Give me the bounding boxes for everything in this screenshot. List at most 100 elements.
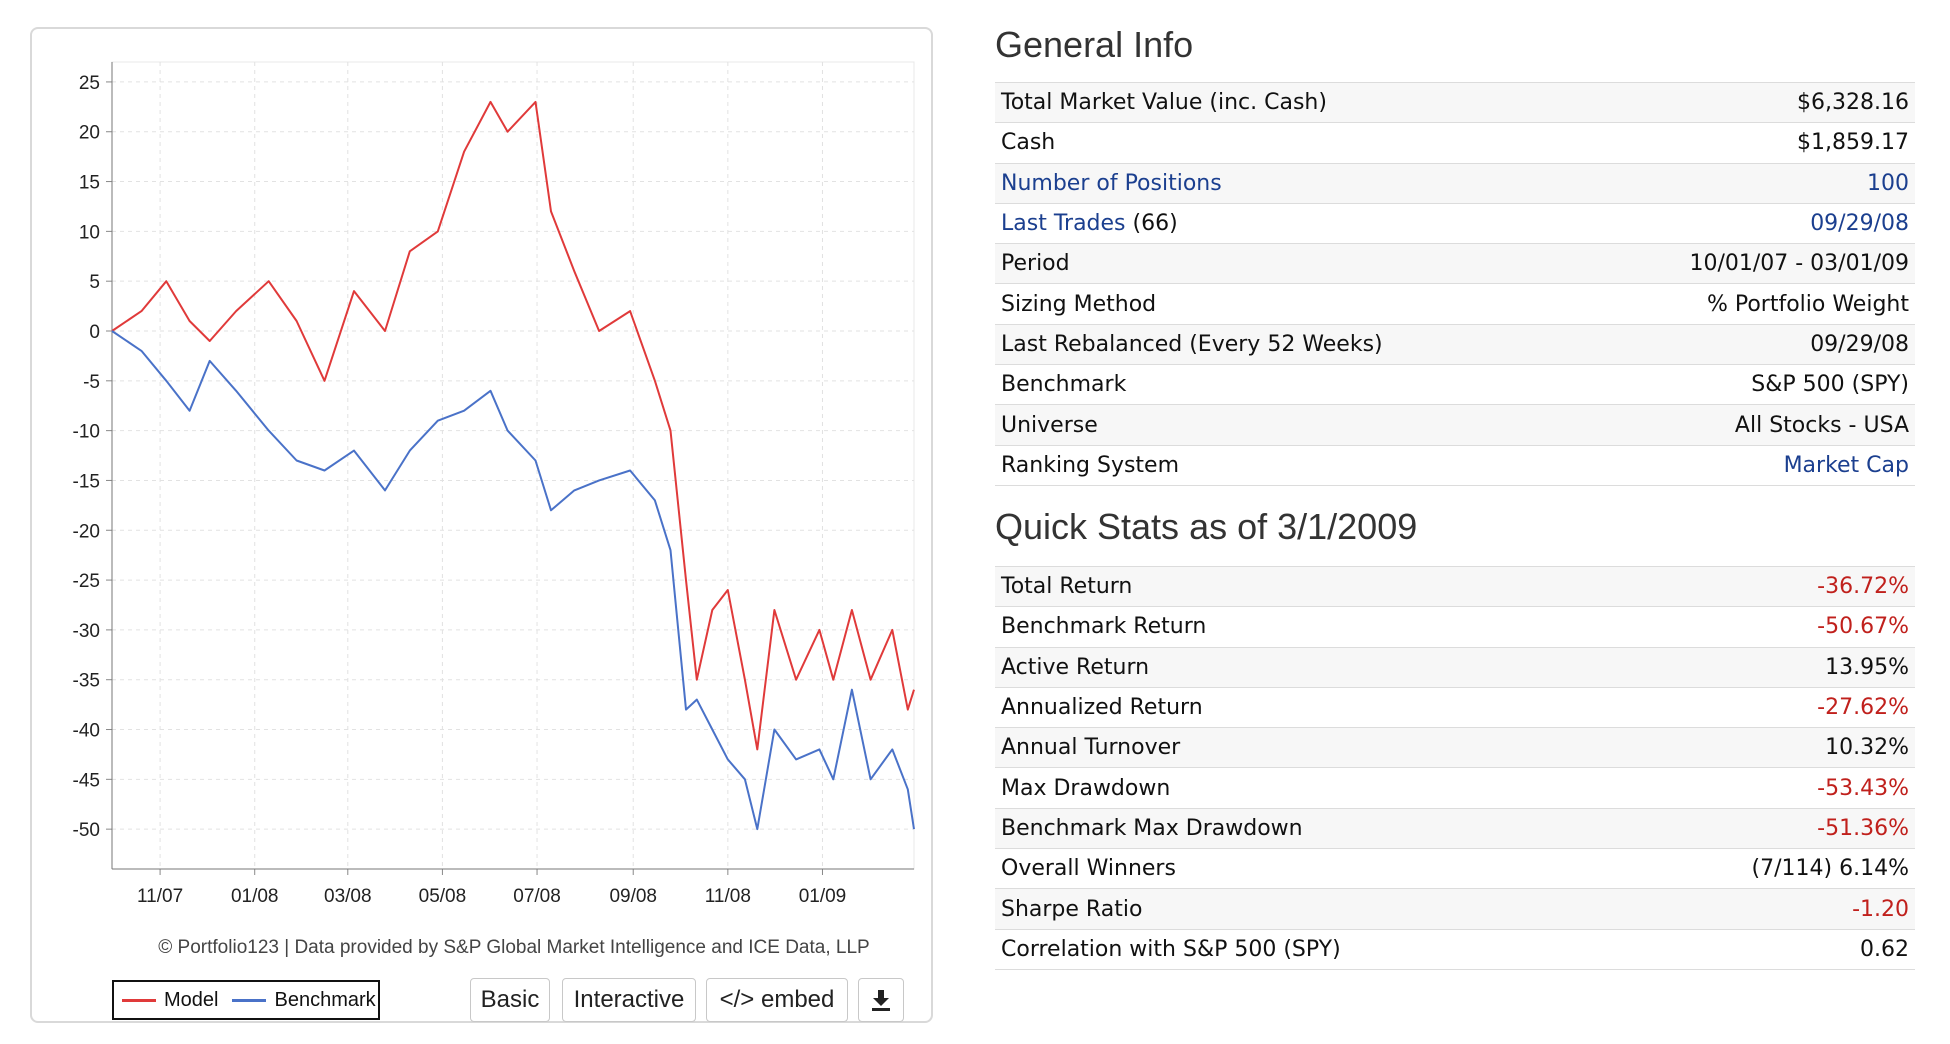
table-row: Total Return -36.72%: [995, 566, 1915, 607]
row-value: -50.67%: [1817, 614, 1909, 640]
y-tick-label: 0: [89, 322, 100, 343]
row-value: 09/29/08: [1810, 331, 1909, 357]
table-row: Sharpe Ratio -1.20: [995, 888, 1915, 930]
table-row: Number of Positions 100: [995, 163, 1915, 204]
table-row: Total Market Value (inc. Cash) $6,328.16: [995, 82, 1915, 123]
table-row: Correlation with S&P 500 (SPY) 0.62: [995, 929, 1915, 970]
row-label: Total Return: [1001, 574, 1133, 600]
legend-swatch-benchmark: [232, 998, 267, 1002]
plot-area: [111, 61, 915, 870]
row-label: Sharpe Ratio: [1001, 896, 1143, 922]
row-value: S&P 500 (SPY): [1751, 372, 1909, 398]
last-trades-count: (66): [1125, 211, 1178, 237]
x-tick-label: 11/07: [137, 886, 183, 907]
x-tick-label: 07/08: [513, 886, 561, 907]
x-tick-label: 09/08: [609, 886, 657, 907]
row-value: 13.95%: [1825, 654, 1909, 680]
series-line-model: [111, 100, 915, 751]
table-row: Benchmark Max Drawdown -51.36%: [995, 808, 1915, 849]
x-tick-label: 05/08: [419, 886, 467, 907]
last-trades-date-link[interactable]: 09/29/08: [1810, 211, 1909, 237]
row-label: Ranking System: [1001, 452, 1180, 478]
table-row: Universe All Stocks - USA: [995, 404, 1915, 446]
positions-count-link[interactable]: 100: [1867, 170, 1909, 196]
legend-item-benchmark[interactable]: Benchmark: [232, 988, 376, 1012]
row-value: 0.62: [1860, 936, 1909, 962]
basic-button[interactable]: Basic: [470, 978, 550, 1022]
legend-swatch-model: [122, 998, 156, 1002]
table-row: Annualized Return -27.62%: [995, 687, 1915, 727]
row-value: 10.32%: [1825, 735, 1909, 761]
row-label: Annualized Return: [1001, 695, 1203, 721]
y-tick-label: -35: [73, 671, 100, 692]
x-tick-label: 01/09: [799, 886, 847, 907]
row-label: Cash: [1001, 130, 1056, 156]
table-row: Last Rebalanced (Every 52 Weeks) 09/29/0…: [995, 324, 1915, 365]
download-icon: [872, 990, 890, 1011]
y-tick-label: -40: [73, 721, 100, 742]
quick-stats-title: Quick Stats as of 3/1/2009: [995, 506, 1418, 547]
y-tick-label: 10: [79, 222, 100, 243]
number-of-positions-link[interactable]: Number of Positions: [1001, 170, 1222, 196]
table-row: Benchmark Return -50.67%: [995, 606, 1915, 647]
row-label: Period: [1001, 251, 1070, 277]
x-tick-label: 01/08: [231, 886, 279, 907]
table-row: Overall Winners (7/114) 6.14%: [995, 848, 1915, 889]
y-tick-label: 15: [79, 173, 100, 194]
row-value: -51.36%: [1817, 815, 1909, 841]
row-label: Benchmark Max Drawdown: [1001, 815, 1303, 841]
table-row: Last Trades (66) 09/29/08: [995, 203, 1915, 243]
y-tick-label: 25: [79, 73, 100, 94]
row-label: Annual Turnover: [1001, 735, 1181, 761]
row-value: (7/114) 6.14%: [1751, 856, 1909, 882]
last-trades-link[interactable]: Last Trades: [1001, 211, 1126, 237]
y-tick-label: -50: [73, 820, 100, 841]
table-row: Period 10/01/07 - 03/01/09: [995, 243, 1915, 284]
row-value: -53.43%: [1817, 775, 1909, 801]
row-label: Active Return: [1001, 654, 1150, 680]
row-value: All Stocks - USA: [1734, 412, 1909, 438]
table-row: Cash $1,859.17: [995, 122, 1915, 163]
row-value: $6,328.16: [1797, 90, 1909, 116]
chart-legend: Model Benchmark: [112, 980, 380, 1020]
row-label: Benchmark: [1001, 372, 1127, 398]
general-info-table: Total Market Value (inc. Cash) $6,328.16…: [995, 82, 1915, 486]
legend-label-model: Model: [164, 988, 219, 1011]
row-label: Sizing Method: [1001, 291, 1157, 317]
row-label: Correlation with S&P 500 (SPY): [1001, 936, 1341, 962]
row-label: Max Drawdown: [1001, 775, 1171, 801]
row-label: Overall Winners: [1001, 856, 1176, 882]
row-value: 10/01/07 - 03/01/09: [1689, 251, 1909, 277]
row-value: -27.62%: [1817, 695, 1909, 721]
table-row: Annual Turnover 10.32%: [995, 727, 1915, 768]
row-label: Total Market Value (inc. Cash): [1001, 90, 1327, 116]
quick-stats-table: Total Return -36.72% Benchmark Return -5…: [995, 566, 1915, 970]
x-tick-label: 03/08: [324, 886, 372, 907]
row-label: Benchmark Return: [1001, 614, 1207, 640]
row-value: $1,859.17: [1797, 130, 1909, 156]
chart-credit: © Portfolio123 | Data provided by S&P Gl…: [158, 937, 870, 958]
table-row: Sizing Method % Portfolio Weight: [995, 283, 1915, 324]
y-tick-label: -45: [73, 770, 100, 791]
y-tick-label: -15: [73, 471, 100, 492]
ranking-system-link[interactable]: Market Cap: [1783, 452, 1909, 478]
embed-button[interactable]: </> embed: [706, 978, 848, 1022]
interactive-button[interactable]: Interactive: [562, 978, 696, 1022]
table-row: Max Drawdown -53.43%: [995, 767, 1915, 808]
table-row: Active Return 13.95%: [995, 647, 1915, 688]
performance-chart: 25 20 15 10 5 0 -5 -10 -15 -20 -25 -30 -35 -40 -45 -50 1…: [73, 61, 915, 907]
y-tick-label: -25: [73, 571, 100, 592]
row-value: % Portfolio Weight: [1706, 291, 1909, 317]
chart-card: 25 20 15 10 5 0 -5 -10 -15 -20 -25 -30 -35 -40 -45 -50 1…: [30, 27, 933, 1023]
download-button[interactable]: [858, 978, 904, 1022]
table-row: Ranking System Market Cap: [995, 445, 1915, 486]
y-tick-label: -10: [73, 422, 100, 443]
row-value: -36.72%: [1817, 574, 1909, 600]
legend-label-benchmark: Benchmark: [274, 988, 376, 1011]
y-tick-label: -20: [73, 521, 100, 542]
y-tick-label: 5: [89, 272, 100, 293]
series-line-benchmark: [111, 330, 915, 831]
y-tick-label: -30: [73, 621, 100, 642]
legend-item-model[interactable]: Model: [122, 989, 218, 1012]
general-info-title: General Info: [995, 24, 1194, 65]
